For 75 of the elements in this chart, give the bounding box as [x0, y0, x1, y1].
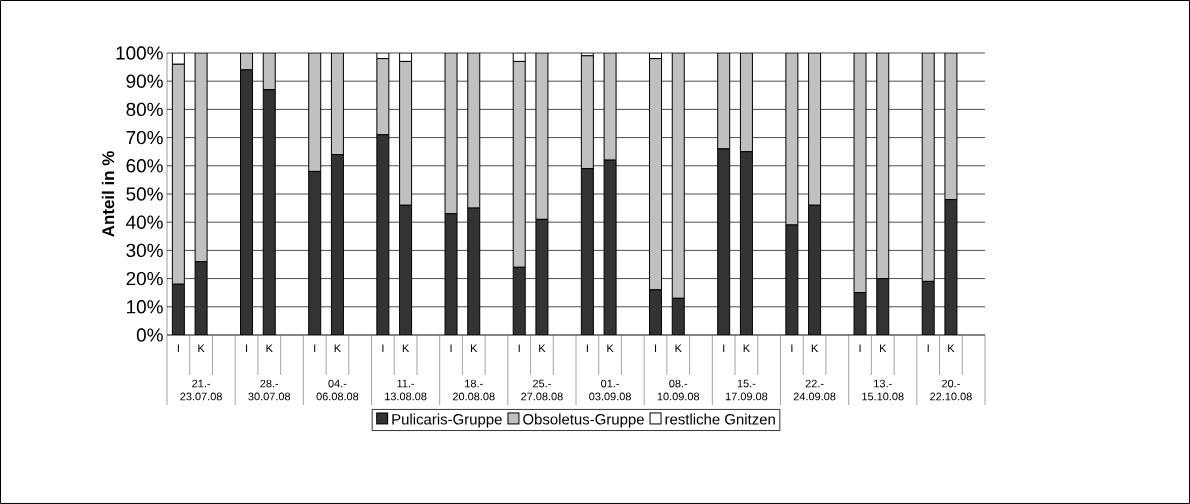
legend-label: Pulicaris-Gruppe	[392, 413, 502, 428]
y-tick-label: 70%	[126, 130, 163, 145]
x-tick-label: I	[927, 344, 929, 353]
y-axis-title: Anteil in %	[101, 151, 115, 237]
text: 04.- 06.08.08	[316, 379, 359, 401]
legend-label: Obsoletus-Gruppe	[523, 413, 644, 428]
y-tick-label: 40%	[126, 215, 163, 229]
x-tick-label: K	[675, 344, 682, 353]
x-tick-label: I	[314, 344, 316, 353]
text: 01.- 03.09.08	[589, 379, 631, 401]
bar	[808, 52, 822, 206]
y-tick-label: 30%	[126, 243, 163, 258]
x-tick-label: K	[607, 344, 614, 353]
y-tick-label: 100%	[116, 46, 163, 60]
bar	[330, 154, 344, 335]
bar	[240, 69, 254, 335]
bar	[512, 60, 526, 268]
bar	[739, 52, 753, 153]
x-tick-label: K	[743, 344, 750, 353]
x-tick-label: K	[880, 344, 887, 353]
x-tick-label: K	[266, 344, 273, 353]
bar	[671, 52, 685, 299]
text: 21.- 23.07.08	[180, 379, 222, 401]
y-tick-label: 20%	[126, 271, 163, 286]
bar	[717, 148, 731, 335]
y-tick-label: 80%	[126, 102, 163, 117]
y-tick-label: 10%	[127, 300, 163, 314]
bar	[921, 52, 935, 282]
x-tick-label: I	[859, 344, 861, 353]
text: 22.- 24.09.08	[793, 379, 836, 401]
bar	[876, 52, 890, 280]
text: 20.- 22.10.08	[930, 379, 972, 401]
bar	[171, 63, 185, 285]
x-tick-label: K	[539, 344, 546, 353]
bar	[717, 52, 731, 150]
y-tick-label: 0%	[136, 328, 163, 342]
text: 08.- 10.09.08	[657, 379, 700, 401]
text: 13.- 15.10.08	[862, 379, 904, 401]
x-tick-label: K	[334, 344, 341, 353]
text: 11.- 13.08.08	[385, 379, 427, 401]
x-tick-label: I	[450, 344, 452, 353]
bar	[739, 151, 753, 335]
bar	[580, 168, 594, 335]
y-tick-label: 50%	[126, 187, 163, 201]
bar	[580, 55, 594, 170]
x-tick-label: K	[402, 344, 410, 353]
bar	[467, 52, 481, 209]
x-tick-label: I	[518, 344, 520, 353]
text: 15.- 17.09.08	[725, 379, 768, 401]
x-tick-label: I	[586, 344, 588, 353]
bar	[399, 204, 413, 335]
legend-label: restliche Gnitzen	[665, 413, 775, 425]
x-tick-label: I	[655, 344, 657, 353]
bar	[808, 204, 822, 335]
x-tick-label: I	[246, 344, 248, 353]
x-tick-label: K	[948, 344, 955, 353]
bar	[649, 58, 663, 291]
bar	[308, 170, 322, 335]
bar	[308, 52, 322, 172]
x-tick-label: I	[382, 344, 384, 353]
text: 28.- 30.07.08	[248, 379, 291, 401]
bar	[262, 89, 276, 335]
text: 25.- 27.08.08	[521, 379, 563, 401]
bar	[467, 207, 481, 335]
y-tick-label: 60%	[126, 159, 163, 173]
y-tick-label: 90%	[126, 74, 163, 88]
x-tick-label: I	[723, 344, 725, 353]
x-tick-label: K	[471, 344, 478, 353]
x-tick-label: I	[177, 344, 179, 353]
x-tick-label: I	[791, 344, 793, 353]
bar	[399, 60, 413, 206]
bar	[330, 52, 344, 156]
text: 18.- 20.08.08	[452, 379, 495, 401]
x-tick-label: K	[198, 344, 205, 353]
x-tick-label: K	[811, 344, 819, 353]
